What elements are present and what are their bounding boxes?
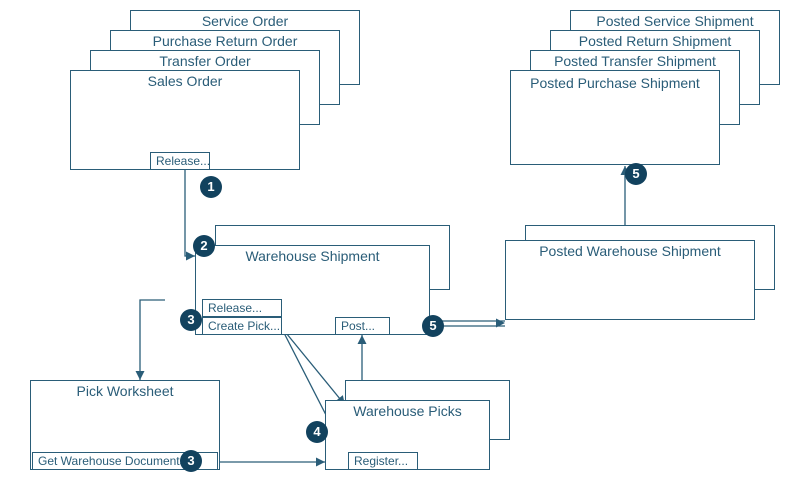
source-release-action: Release... — [150, 152, 210, 170]
ws-post-action: Post... — [335, 317, 390, 335]
source-card-2-title: Transfer Order — [91, 53, 319, 69]
source-card-0-title: Service Order — [131, 13, 359, 29]
warehouse-shipment-title: Warehouse Shipment — [196, 248, 429, 264]
step-badge-5: 5 — [422, 315, 444, 337]
ws-release-action: Release... — [202, 299, 282, 317]
wp-register-action: Register... — [348, 452, 418, 470]
posted-card-0-title: Posted Service Shipment — [571, 13, 779, 29]
posted-ws: Posted Warehouse Shipment — [505, 240, 755, 320]
posted-card-1-title: Posted Return Shipment — [551, 33, 759, 49]
posted-ws-title: Posted Warehouse Shipment — [506, 243, 754, 259]
posted-card-2-title: Posted Transfer Shipment — [531, 53, 739, 69]
pick-worksheet-title: Pick Worksheet — [31, 383, 219, 399]
posted-card-3-title: Posted Purchase Shipment — [521, 75, 709, 92]
posted-card-3: Posted Purchase Shipment — [510, 70, 720, 165]
step-badge-3: 3 — [180, 450, 202, 472]
step-badge-1: 1 — [200, 176, 222, 198]
source-card-3-title: Sales Order — [71, 73, 299, 89]
step-badge-5: 5 — [625, 163, 647, 185]
ws-create-pick-action: Create Pick... — [202, 317, 282, 335]
arrow-a3_down — [140, 300, 165, 380]
step-badge-3: 3 — [180, 309, 202, 331]
source-card-1-title: Purchase Return Order — [111, 33, 339, 49]
warehouse-picks-title: Warehouse Picks — [326, 403, 489, 419]
step-badge-4: 4 — [306, 421, 328, 443]
arrow-cp_to_picks — [282, 328, 345, 405]
step-badge-2: 2 — [193, 235, 215, 257]
